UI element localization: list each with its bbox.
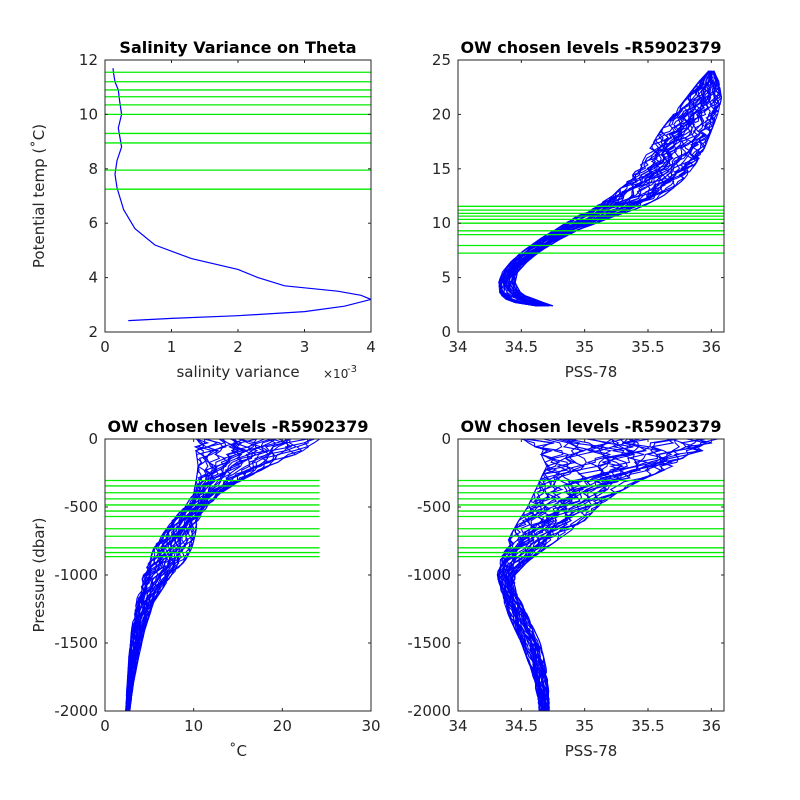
y-tick-label: 8 xyxy=(88,160,98,178)
profile-line xyxy=(498,439,605,711)
y-tick-label: 20 xyxy=(432,105,451,123)
x-tick-label: 34.5 xyxy=(505,717,538,735)
profile-line xyxy=(507,70,714,307)
chart-title: OW chosen levels -R5902379 xyxy=(107,417,368,436)
plot-area xyxy=(105,439,320,711)
x-tick-label: 4 xyxy=(366,338,376,356)
y-tick-label: 4 xyxy=(88,269,98,287)
panel-theta-salinity: 34 34.5 35 35.5 36 0 5 10 15 20 25 OW chosen levels… xyxy=(432,38,725,381)
profile-line xyxy=(500,70,710,307)
x-tick-label: 0 xyxy=(100,717,110,735)
y-axis-label: Pressure (dbar) xyxy=(30,518,48,633)
x-axis-label: salinity variance xyxy=(176,363,299,381)
y-tick-label: 0 xyxy=(441,430,451,448)
x-tick-label: 34 xyxy=(448,338,467,356)
x-tick-label: 35 xyxy=(575,338,594,356)
series-line xyxy=(112,68,371,322)
y-tick-label: 0 xyxy=(441,323,451,341)
x-tick-label: 0 xyxy=(100,338,110,356)
x-axis-multiplier-exponent: -3 xyxy=(347,364,357,375)
chart-title: Salinity Variance on Theta xyxy=(119,38,356,57)
y-tick-label: 25 xyxy=(432,51,451,69)
axes-box xyxy=(457,59,725,333)
plot-area xyxy=(458,70,724,307)
profile-line xyxy=(498,70,710,307)
plot-area xyxy=(105,68,371,322)
y-tick-label: -1500 xyxy=(407,634,451,652)
y-tick-label: -1000 xyxy=(407,566,451,584)
y-tick-label: 5 xyxy=(441,269,451,287)
y-tick-label: 6 xyxy=(88,214,98,232)
profile-line xyxy=(511,439,708,711)
chart-title: OW chosen levels -R5902379 xyxy=(460,38,721,57)
y-tick-label: -2000 xyxy=(54,702,98,720)
x-tick-label: 36 xyxy=(702,717,721,735)
y-tick-label: 10 xyxy=(79,105,98,123)
x-tick-label: 35.5 xyxy=(631,338,664,356)
y-tick-label: 0 xyxy=(88,430,98,448)
panel-pressure-salinity: 34 34.5 35 35.5 36 -2000 -1500 -1000 -500 0 OW cho… xyxy=(407,417,725,760)
plot-area xyxy=(458,439,724,711)
x-tick-label: 2 xyxy=(233,338,243,356)
profile-line xyxy=(498,70,710,307)
y-tick-label: -1000 xyxy=(54,566,98,584)
profile-line xyxy=(498,70,710,307)
x-tick-label: 36 xyxy=(702,338,721,356)
y-tick-label: -1500 xyxy=(54,634,98,652)
profile-line xyxy=(503,439,649,711)
profile-line xyxy=(128,439,298,711)
y-tick-label: 15 xyxy=(432,160,451,178)
profile-line xyxy=(513,70,722,307)
y-tick-label: -500 xyxy=(417,498,451,516)
y-tick-label: 2 xyxy=(88,323,98,341)
x-tick-label: 30 xyxy=(361,717,380,735)
x-axis-multiplier: ×10 xyxy=(323,367,348,381)
panel-pressure-temperature: 0 10 20 30 -2000 -1500 -1000 -500 0 OW chosen lev… xyxy=(30,417,381,760)
x-axis-label: PSS-78 xyxy=(565,363,618,381)
x-tick-label: 10 xyxy=(184,717,203,735)
x-tick-label: 20 xyxy=(273,717,292,735)
profile-line xyxy=(513,70,722,307)
profile-line xyxy=(129,439,315,711)
profile-line xyxy=(498,70,710,307)
chart-title: OW chosen levels -R5902379 xyxy=(460,417,721,436)
profile-line xyxy=(508,70,717,307)
profile-line xyxy=(509,439,703,711)
y-axis-label: Potential temp (˚C) xyxy=(30,124,48,268)
profile-line xyxy=(510,439,713,711)
x-tick-label: 34.5 xyxy=(505,338,538,356)
profile-line xyxy=(502,70,711,307)
y-tick-label: 10 xyxy=(432,214,451,232)
axes-box xyxy=(104,59,372,333)
y-tick-label: -500 xyxy=(64,498,98,516)
x-tick-label: 3 xyxy=(300,338,310,356)
profile-line xyxy=(500,70,711,307)
y-tick-label: -2000 xyxy=(407,702,451,720)
x-tick-label: 34 xyxy=(448,717,467,735)
profile-line xyxy=(500,70,710,307)
x-axis-label: PSS-78 xyxy=(565,742,618,760)
x-tick-label: 35 xyxy=(575,717,594,735)
profile-line xyxy=(498,70,710,307)
x-tick-label: 1 xyxy=(167,338,177,356)
profile-line xyxy=(498,70,711,307)
x-tick-label: 35.5 xyxy=(631,717,664,735)
x-axis-label: ˚C xyxy=(229,742,247,760)
y-tick-label: 12 xyxy=(79,51,98,69)
